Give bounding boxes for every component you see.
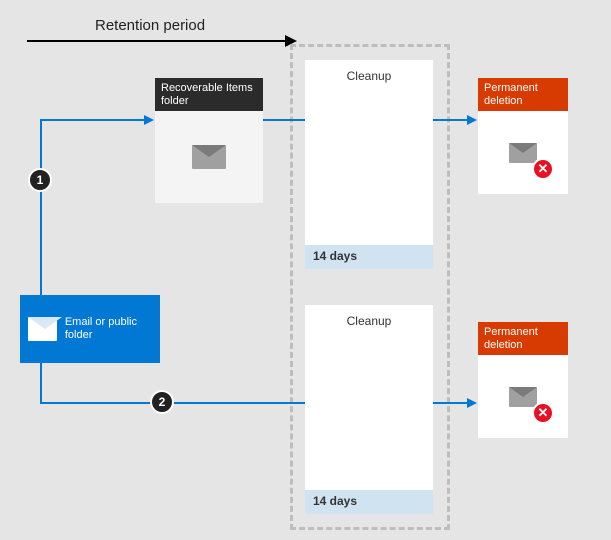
cleanup-2-duration: 14 days [305, 490, 433, 514]
retention-arrow-line [27, 40, 287, 42]
permanent-2-body: ✕ [478, 355, 568, 438]
badge-1: 1 [28, 168, 52, 192]
badge-2: 2 [150, 390, 174, 414]
connector-1-arrow-a [144, 115, 154, 125]
cleanup-2-title: Cleanup [305, 305, 433, 340]
cleanup-2-body [305, 340, 433, 490]
source-label: Email or public folder [65, 316, 152, 342]
cleanup-1-duration: 14 days [305, 245, 433, 269]
source-box: Email or public folder [20, 295, 160, 363]
cleanup-box-1: Cleanup 14 days [305, 60, 433, 269]
permanent-1-title: Permanent deletion [478, 78, 568, 111]
badge-1-label: 1 [37, 173, 44, 187]
diagram-canvas: Retention period 1 2 Email or public fol… [0, 0, 611, 540]
recoverable-body [155, 111, 263, 203]
delete-x-icon: ✕ [532, 402, 554, 424]
permanent-2-title: Permanent deletion [478, 322, 568, 355]
connector-2-vertical [40, 363, 42, 403]
recoverable-title: Recoverable Items folder [155, 78, 263, 111]
badge-2-label: 2 [159, 395, 166, 409]
delete-x-icon: ✕ [532, 158, 554, 180]
mail-icon [509, 143, 537, 163]
mail-icon [192, 145, 226, 169]
connector-1-horizontal-a [40, 119, 144, 121]
retention-label: Retention period [95, 17, 205, 34]
recoverable-box: Recoverable Items folder [155, 78, 263, 203]
permanent-box-2: Permanent deletion ✕ [478, 322, 568, 438]
cleanup-1-body [305, 95, 433, 245]
connector-1-arrow-b [467, 115, 477, 125]
connector-2-arrow [467, 398, 477, 408]
connector-1-vertical [40, 119, 42, 296]
permanent-box-1: Permanent deletion ✕ [478, 78, 568, 194]
mail-icon [28, 317, 57, 341]
permanent-1-body: ✕ [478, 111, 568, 194]
cleanup-1-title: Cleanup [305, 60, 433, 95]
cleanup-box-2: Cleanup 14 days [305, 305, 433, 514]
mail-icon [509, 387, 537, 407]
